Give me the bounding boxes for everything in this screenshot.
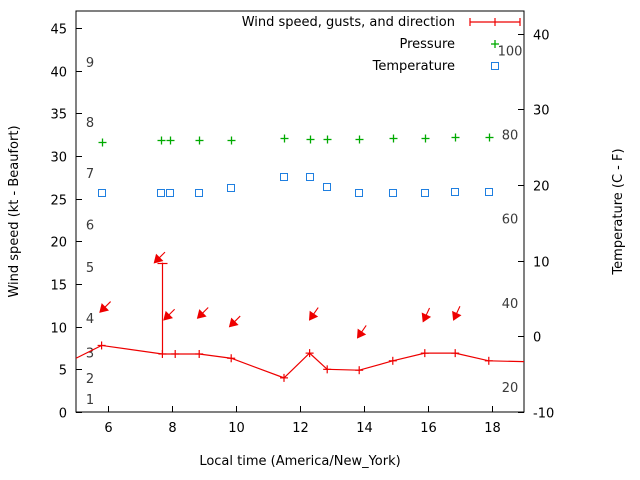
y-right-tick-label: 10 (533, 256, 550, 271)
y-right-tick-label: -10 (533, 407, 554, 422)
temperature-marker (165, 188, 175, 198)
temperature-marker (322, 182, 332, 192)
wind-direction-arrow (99, 301, 111, 313)
beaufort-label: 6 (86, 218, 94, 233)
temperature-marker (354, 188, 364, 198)
wind-direction-arrow (153, 251, 166, 264)
y-right-tick-label: 40 (533, 29, 550, 44)
temperature-marker (156, 188, 166, 198)
x-tick-label: 16 (420, 421, 437, 436)
wind-direction-arrow (452, 306, 462, 321)
fahrenheit-label: 60 (502, 212, 519, 227)
fahrenheit-label: 40 (502, 297, 519, 312)
beaufort-label: 8 (86, 116, 94, 131)
y-right-tick-label: 30 (533, 104, 550, 119)
wind-direction-arrow (196, 307, 209, 319)
y-left-tick-label: 30 (50, 151, 67, 166)
temperature-marker (97, 188, 107, 198)
y-right-tick-label: 20 (533, 180, 550, 195)
x-tick-label: 10 (228, 421, 245, 436)
wind-direction-arrow (163, 308, 175, 321)
wind-direction-arrow (356, 325, 367, 339)
x-axis-title: Local time (America/New_York) (199, 454, 400, 469)
y-left-tick-label: 45 (50, 23, 67, 38)
y-left-tick-label: 35 (50, 108, 67, 123)
temperature-marker (305, 172, 315, 182)
y-left-tick-label: 15 (50, 279, 67, 294)
beaufort-label: 4 (86, 312, 94, 327)
fahrenheit-label: 20 (502, 381, 519, 396)
y-left-axis-title: Wind speed (kt - Beaufort) (7, 125, 22, 297)
x-tick-label: 8 (168, 421, 176, 436)
fahrenheit-label: 80 (502, 128, 519, 143)
temperature-marker (450, 187, 460, 197)
y-left-tick-label: 25 (50, 194, 67, 209)
fahrenheit-label: 100 (498, 44, 523, 59)
y-right-axis-title: Temperature (C - F) (611, 148, 626, 275)
y-left-tick-label: 20 (50, 236, 67, 251)
y-left-tick-label: 5 (59, 364, 67, 379)
wind-speed-line (75, 344, 525, 379)
x-tick-label: 14 (356, 421, 373, 436)
wind-direction-arrow (228, 315, 241, 328)
temperature-marker (388, 188, 398, 198)
beaufort-label: 2 (86, 372, 94, 387)
temperature-marker (420, 188, 430, 198)
temperature-marker (226, 183, 236, 193)
y-left-tick-label: 40 (50, 66, 67, 81)
wind-direction-arrow (421, 307, 432, 323)
beaufort-label: 5 (86, 261, 94, 276)
beaufort-label: 7 (86, 167, 94, 182)
y-right-tick-label: 0 (533, 331, 541, 346)
x-tick-label: 12 (292, 421, 309, 436)
wind-direction-arrow (308, 307, 319, 321)
x-tick-label: 18 (484, 421, 501, 436)
temperature-marker (484, 187, 494, 197)
legend-label: Wind speed, gusts, and direction (242, 15, 455, 30)
x-tick-label: 6 (104, 421, 112, 436)
legend-label: Temperature (372, 59, 455, 74)
temperature-marker (194, 188, 204, 198)
beaufort-label: 9 (86, 56, 94, 71)
beaufort-label: 1 (86, 393, 94, 408)
y-left-tick-label: 10 (50, 322, 67, 337)
legend-swatch-temperature (490, 61, 500, 71)
temperature-marker (279, 172, 289, 182)
y-left-tick-label: 0 (59, 407, 67, 422)
legend-label: Pressure (399, 37, 455, 52)
beaufort-label: 3 (86, 346, 94, 361)
